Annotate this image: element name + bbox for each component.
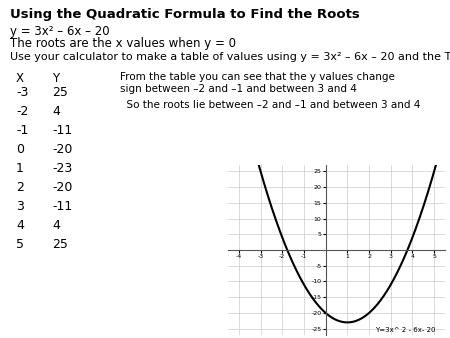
Text: 2: 2 (16, 181, 24, 194)
Text: -20: -20 (52, 143, 72, 156)
Text: From the table you can see that the y values change: From the table you can see that the y va… (120, 72, 395, 82)
Text: Using the Quadratic Formula to Find the Roots: Using the Quadratic Formula to Find the … (10, 8, 360, 21)
Text: -1: -1 (16, 124, 28, 137)
Text: Y: Y (52, 72, 59, 85)
Text: -3: -3 (16, 86, 28, 99)
Text: Use your calculator to make a table of values using y = 3x² – 6x – 20 and the TA: Use your calculator to make a table of v… (10, 52, 450, 62)
Text: 25: 25 (52, 86, 68, 99)
Text: 4: 4 (16, 219, 24, 232)
Text: -23: -23 (52, 162, 72, 175)
Text: 25: 25 (52, 238, 68, 251)
Text: Y=3x^ 2 - 6x- 20: Y=3x^ 2 - 6x- 20 (376, 327, 436, 333)
Text: sign between –2 and –1 and between 3 and 4: sign between –2 and –1 and between 3 and… (120, 84, 357, 94)
Text: y = 3x² – 6x – 20: y = 3x² – 6x – 20 (10, 25, 110, 38)
Text: 5: 5 (16, 238, 24, 251)
Text: 3: 3 (16, 200, 24, 213)
Text: 1: 1 (16, 162, 24, 175)
Text: -11: -11 (52, 200, 72, 213)
Text: The roots are the x values when y = 0: The roots are the x values when y = 0 (10, 37, 236, 50)
Text: -2: -2 (16, 105, 28, 118)
Text: 4: 4 (52, 219, 60, 232)
Text: -11: -11 (52, 124, 72, 137)
Text: 4: 4 (52, 105, 60, 118)
Text: -20: -20 (52, 181, 72, 194)
Text: 0: 0 (16, 143, 24, 156)
Text: X: X (16, 72, 24, 85)
Text: So the roots lie between –2 and –1 and between 3 and 4: So the roots lie between –2 and –1 and b… (120, 100, 420, 110)
